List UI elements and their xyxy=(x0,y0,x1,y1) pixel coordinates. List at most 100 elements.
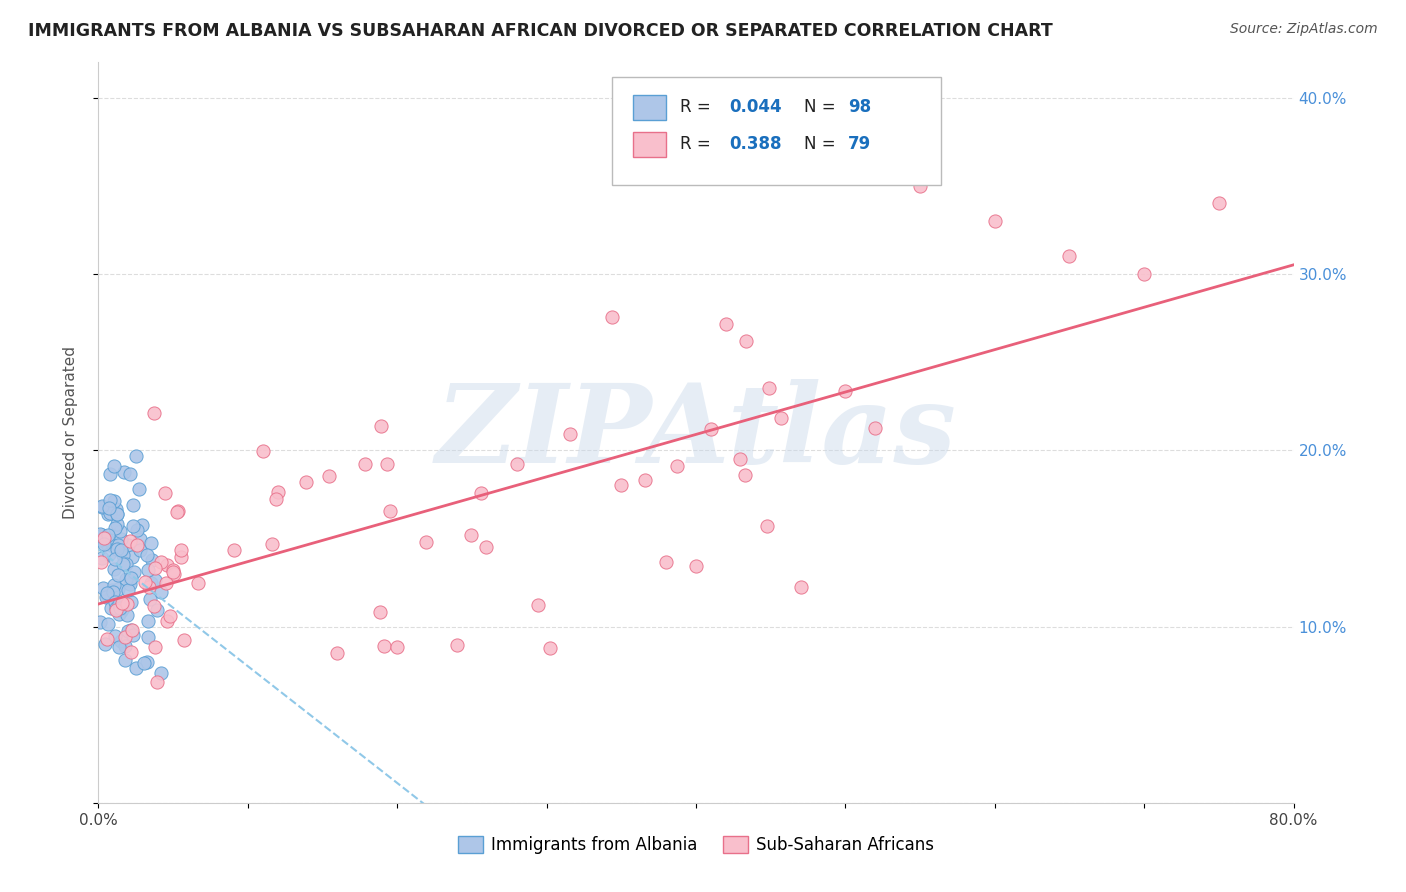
Point xyxy=(610,478,633,492)
Point xyxy=(834,384,856,398)
Text: 98: 98 xyxy=(848,98,870,116)
Point xyxy=(187,576,209,591)
Point xyxy=(100,601,122,615)
Point xyxy=(101,585,124,599)
Point xyxy=(94,591,117,605)
Point xyxy=(96,532,118,546)
Point xyxy=(94,637,117,651)
Point xyxy=(111,557,134,571)
Point xyxy=(134,575,156,590)
Point xyxy=(728,451,751,466)
Point xyxy=(96,632,118,646)
Point xyxy=(1208,196,1230,211)
Point xyxy=(162,563,184,577)
Point xyxy=(107,582,129,596)
Point xyxy=(318,469,340,483)
Point xyxy=(108,600,131,615)
Point xyxy=(758,381,780,395)
Point xyxy=(769,410,792,425)
Point xyxy=(141,553,163,567)
Point xyxy=(114,572,136,586)
Point xyxy=(295,475,318,489)
Point xyxy=(103,494,125,508)
Point xyxy=(120,572,142,586)
Point xyxy=(91,499,114,513)
Point xyxy=(162,566,184,581)
Point xyxy=(118,467,141,482)
Point xyxy=(136,630,159,644)
Point xyxy=(370,418,392,433)
Point xyxy=(984,214,1007,228)
Point xyxy=(143,640,166,654)
Point xyxy=(665,458,688,473)
Point xyxy=(267,485,290,500)
Point xyxy=(117,538,139,552)
Point xyxy=(121,623,143,637)
Point xyxy=(115,597,138,611)
Point xyxy=(385,640,408,655)
Point xyxy=(107,568,129,582)
Point xyxy=(125,449,148,463)
Point xyxy=(756,519,779,533)
Point xyxy=(118,573,141,587)
Point xyxy=(166,505,188,519)
Point xyxy=(143,406,166,420)
Point xyxy=(103,578,125,592)
Point xyxy=(173,633,195,648)
Text: IMMIGRANTS FROM ALBANIA VS SUBSAHARAN AFRICAN DIVORCED OR SEPARATED CORRELATION : IMMIGRANTS FROM ALBANIA VS SUBSAHARAN AF… xyxy=(28,22,1053,40)
Point xyxy=(146,602,169,616)
Point xyxy=(107,538,129,552)
Point xyxy=(131,517,153,532)
Point xyxy=(122,498,145,512)
Point xyxy=(121,519,143,533)
Point xyxy=(264,491,287,506)
Point xyxy=(735,334,758,348)
Point xyxy=(224,543,246,558)
Point xyxy=(91,528,114,542)
Point xyxy=(93,537,115,551)
Point xyxy=(104,600,127,615)
Point xyxy=(132,656,155,670)
Point xyxy=(170,542,193,557)
Point xyxy=(120,623,142,637)
Point xyxy=(105,507,128,521)
Point xyxy=(114,653,136,667)
Point xyxy=(1133,267,1156,281)
Text: ZIPAtlas: ZIPAtlas xyxy=(436,379,956,486)
Point xyxy=(155,576,177,591)
Point xyxy=(145,674,167,689)
Point xyxy=(143,599,166,613)
Point xyxy=(475,540,498,554)
Point xyxy=(105,502,128,516)
Point xyxy=(112,548,135,562)
Point xyxy=(170,549,193,564)
Point xyxy=(136,655,159,669)
Point xyxy=(97,547,120,561)
Point xyxy=(156,614,179,628)
Point xyxy=(91,550,114,565)
Point xyxy=(129,542,152,557)
Point xyxy=(908,178,931,193)
Point xyxy=(98,467,121,481)
Point xyxy=(96,507,118,521)
Point xyxy=(115,607,138,622)
Point xyxy=(162,565,184,579)
Point xyxy=(122,565,145,579)
Point xyxy=(104,521,127,535)
Point xyxy=(89,615,111,629)
Point xyxy=(108,598,131,612)
FancyBboxPatch shape xyxy=(613,78,941,185)
Point xyxy=(252,444,274,458)
Text: N =: N = xyxy=(804,135,841,153)
Point xyxy=(368,605,391,619)
Point xyxy=(506,457,529,471)
Point xyxy=(110,603,132,617)
Point xyxy=(700,423,723,437)
Point xyxy=(378,504,401,518)
Point xyxy=(105,603,128,617)
Point xyxy=(110,634,132,648)
Point xyxy=(110,543,132,558)
Point xyxy=(150,666,173,681)
Point xyxy=(117,583,139,598)
Point xyxy=(97,500,120,515)
